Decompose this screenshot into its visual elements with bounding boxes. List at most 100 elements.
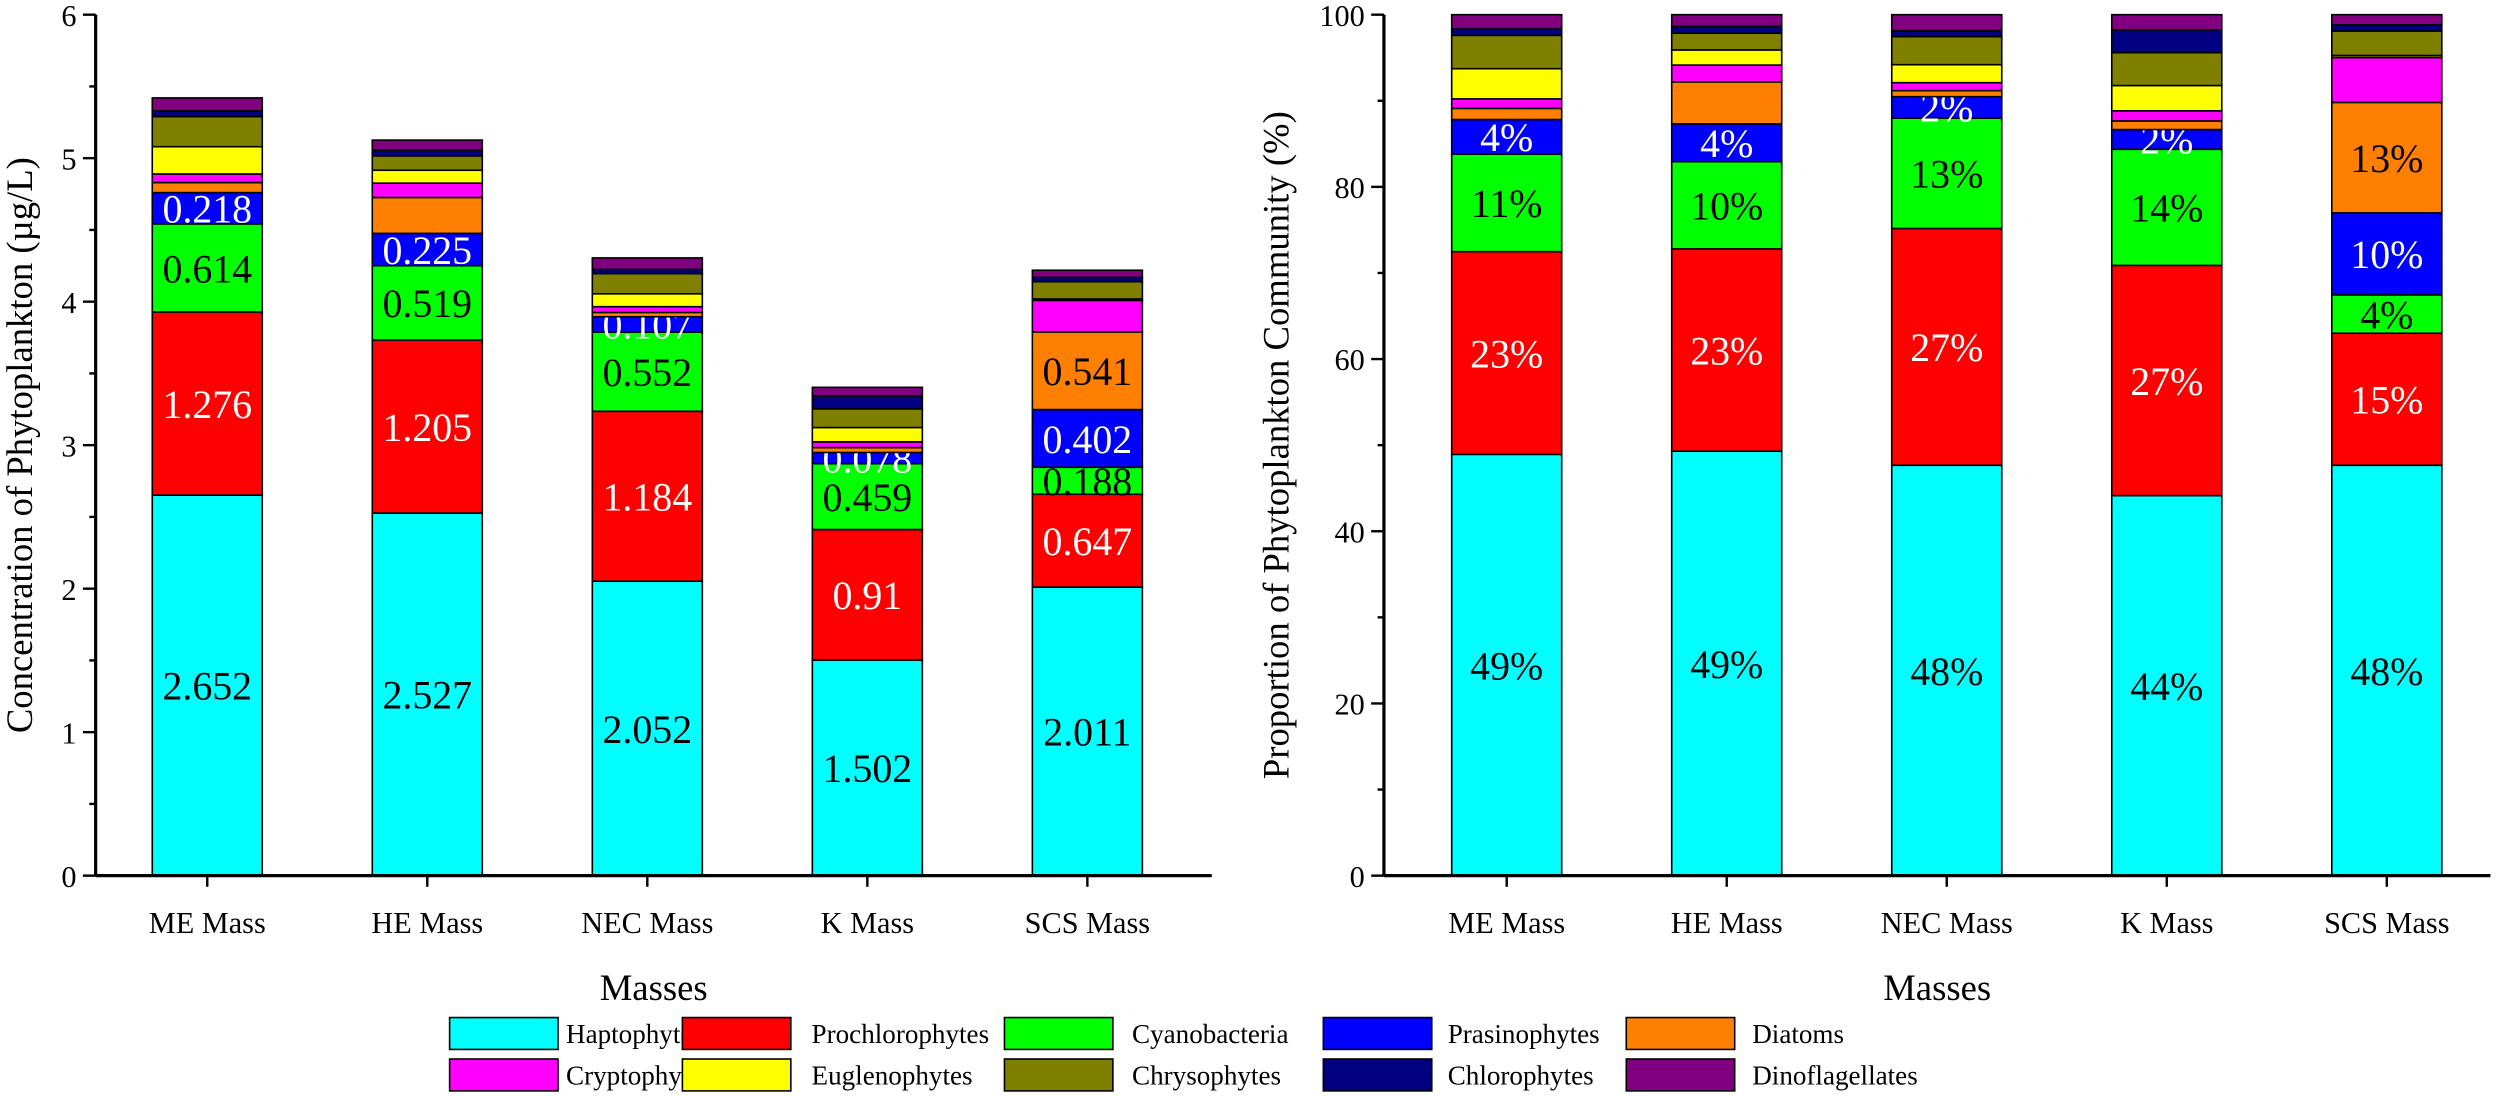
legend-label: Euglenophytes <box>812 1061 973 1091</box>
bar-segment-cryptophytes <box>371 182 484 199</box>
bar-segment-dinoflagellates <box>1670 13 1783 28</box>
bar-segment-euglenophytes <box>1450 67 1563 100</box>
bar-segment-dinoflagellates <box>591 257 704 271</box>
bar-segment-dinoflagellates <box>371 139 484 151</box>
bar-segment-cryptophytes <box>2110 110 2223 122</box>
data-label: 27% <box>1910 325 1983 370</box>
bar-segment-dinoflagellates <box>2330 13 2443 26</box>
bar-segment-cyanobacteria <box>1031 466 1144 496</box>
data-label: 1.502 <box>823 746 913 791</box>
bar-segment-cryptophytes <box>1450 98 1563 110</box>
legend-item-cryptophytes: Cryptophytes <box>448 1058 712 1092</box>
bar-segment-cryptophytes <box>1670 64 1783 83</box>
bar-segment-diatoms <box>2330 101 2443 214</box>
legend-label: Dinoflagellates <box>1752 1061 1918 1091</box>
y-tick-label: 40 <box>1335 515 1365 549</box>
legend-item-prasinophytes: Prasinophytes <box>1322 1016 1600 1051</box>
bar-segment-haptophytes <box>591 580 704 877</box>
bar-segment-prochlorophytes <box>1890 227 2003 467</box>
data-label: 0.402 <box>1043 417 1133 462</box>
bar-segment-chrysophytes <box>1450 34 1563 70</box>
bar-segment-haptophytes <box>371 512 484 877</box>
legend-swatch <box>448 1016 559 1051</box>
data-label: 0.552 <box>602 350 692 395</box>
data-label: 48% <box>2350 649 2423 694</box>
bar-segment-euglenophytes <box>2110 84 2223 112</box>
data-label: 13% <box>1910 152 1983 197</box>
bar-segment-chlorophytes <box>1670 25 1783 34</box>
bar-segment-haptophytes <box>1670 450 1783 877</box>
y-axis-title: Concentration of Phytoplankton (µg/L) <box>0 157 40 733</box>
bar-segment-cyanobacteria <box>1890 117 2003 230</box>
bar-segment-cryptophytes <box>811 441 924 449</box>
data-label: 14% <box>2130 186 2203 231</box>
x-tick-label: SCS Mass <box>2324 906 2449 940</box>
x-tick-label: NEC Mass <box>581 906 713 940</box>
bar-segment-dinoflagellates <box>1031 269 1144 279</box>
bar-segment-cryptophytes <box>1890 81 2003 92</box>
y-tick-label: 0 <box>61 860 76 894</box>
bar-segment-euglenophytes <box>1670 49 1783 66</box>
legend-swatch <box>1625 1016 1736 1051</box>
bar-segment-diatoms <box>1031 331 1144 411</box>
bar-segment-chrysophytes <box>1031 280 1144 300</box>
data-label: 2.011 <box>1043 710 1131 755</box>
concentration-chart: 2.652 1.276 0.614 0.218 ME Mass 2.527 1.205 0.5… <box>0 0 1212 1008</box>
y-tick-label: 3 <box>61 429 76 463</box>
bar-segment-cyanobacteria <box>371 264 484 341</box>
data-label: 13% <box>2350 136 2423 181</box>
legend-swatch <box>1322 1058 1433 1092</box>
bar-segment-prochlorophytes <box>151 311 264 496</box>
data-label: 1.184 <box>602 475 692 520</box>
bar-segment-prasinophytes <box>2330 212 2443 296</box>
bar-segment-cryptophytes <box>151 173 264 184</box>
y-tick-label: 60 <box>1335 343 1365 377</box>
data-label: 0.91 <box>832 573 902 618</box>
bar-segment-chrysophytes <box>371 155 484 172</box>
data-label: 23% <box>1470 331 1543 376</box>
legend-swatch <box>1003 1058 1114 1092</box>
bar-segment-chlorophytes <box>371 149 484 157</box>
legend: Haptophytes Prochlorophytes Cyanobacteria P… <box>448 1016 1918 1092</box>
legend-item-prochlorophytes: Prochlorophytes <box>681 1016 990 1051</box>
data-label: 44% <box>2130 664 2203 709</box>
legend-label: Prochlorophytes <box>812 1019 990 1049</box>
bar-segment-chlorophytes <box>1890 29 2003 38</box>
legend-label: Diatoms <box>1752 1019 1844 1049</box>
bar-segment-haptophytes <box>811 659 924 877</box>
data-label: 0.647 <box>1043 519 1133 564</box>
y-axis-title: Proportion of Phytoplankton Community (%… <box>1255 111 1296 779</box>
x-tick-label: K Mass <box>2120 906 2213 940</box>
x-tick-label: SCS Mass <box>1025 906 1150 940</box>
bar-segment-prasinophytes <box>371 232 484 267</box>
data-label: 27% <box>2130 359 2203 404</box>
legend-label: Haptophytes <box>566 1019 703 1049</box>
x-tick-label: HE Mass <box>1671 906 1783 940</box>
legend-swatch <box>681 1016 792 1051</box>
bar-segment-dinoflagellates <box>2110 13 2223 31</box>
data-label: 4% <box>1700 121 1753 166</box>
y-tick-label: 6 <box>61 0 76 33</box>
bar-segment-dinoflagellates <box>1890 13 2003 32</box>
bar-segment-dinoflagellates <box>811 386 924 397</box>
proportion-chart: 49% 23% 11% 4% ME Mass 49% 23% 10% 4% HE Mass 48% 2… <box>1255 0 2491 1008</box>
y-tick-label: 100 <box>1319 0 1364 33</box>
data-label: 23% <box>1690 328 1763 373</box>
data-label: 0.614 <box>162 246 252 291</box>
bar-segment-haptophytes <box>151 494 264 877</box>
bar-segment-prochlorophytes <box>1450 250 1563 456</box>
bar-segment-prasinophytes <box>151 191 264 225</box>
data-label: 49% <box>1470 643 1543 688</box>
data-label: 1.205 <box>382 405 472 450</box>
bar-segment-chlorophytes <box>151 110 264 118</box>
bar-segment-cryptophytes <box>2330 56 2443 104</box>
legend-item-diatoms: Diatoms <box>1625 1016 1844 1051</box>
y-tick-label: 0 <box>1350 860 1365 894</box>
data-label: 10% <box>1690 184 1763 229</box>
legend-swatch <box>1625 1058 1736 1092</box>
y-tick-label: 2 <box>61 573 76 607</box>
data-label: 4% <box>2360 292 2413 337</box>
data-label: 49% <box>1690 642 1763 687</box>
bar-segment-chlorophytes <box>2330 24 2443 32</box>
data-label: 0.541 <box>1043 349 1133 394</box>
